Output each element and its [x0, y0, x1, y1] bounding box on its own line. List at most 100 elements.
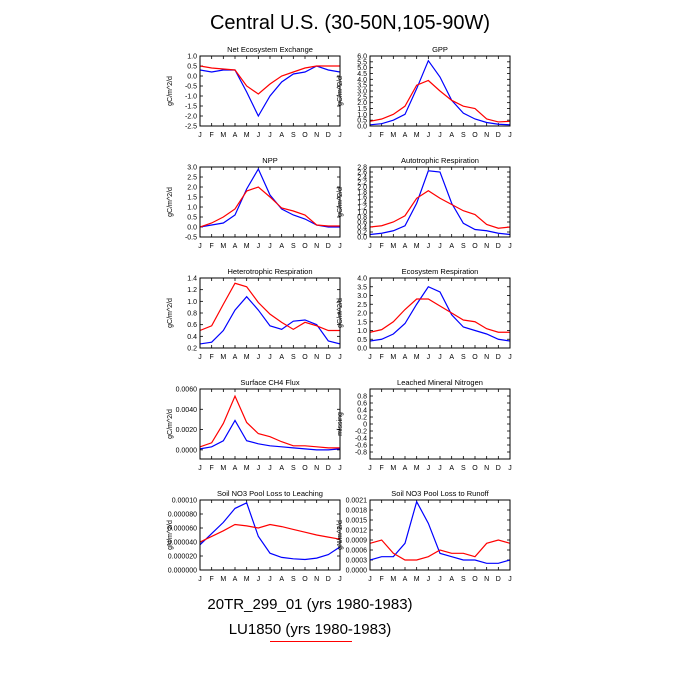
legend-run2-line [270, 641, 352, 642]
panel-gpp-ytick-label: 1.0 [357, 112, 367, 119]
panel-soil-no3-pool-loss-to-leaching-month-label: M [244, 576, 250, 583]
panel-leached-mineral-nitrogen-ytick-label: 0.4 [357, 408, 367, 415]
panel-leached-mineral-nitrogen-title: Leached Mineral Nitrogen [397, 378, 483, 387]
panel-autotrophic-respiration-month-label: M [414, 243, 420, 250]
panel-ecosystem-respiration-month-label: J [508, 354, 512, 361]
panel-soil-no3-pool-loss-to-leaching-month-label: D [326, 576, 331, 583]
panel-ecosystem-respiration-month-label: J [427, 354, 431, 361]
panel-heterotrophic-respiration-ytick-label: 0.8 [187, 311, 197, 318]
panel-soil-no3-pool-loss-to-leaching-month-label: J [338, 576, 342, 583]
panel-ecosystem-respiration-month-label: D [496, 354, 501, 361]
panel-ecosystem-respiration-month-label: M [390, 354, 396, 361]
panel-gpp-ytick-label: 0.0 [357, 124, 367, 131]
panel-surface-ch4-flux: Surface CH4 Flux 0.0060 0.0040 0.0020 0.0000… [167, 378, 342, 472]
panel-heterotrophic-respiration-ytick-label: 0.4 [187, 334, 197, 341]
panel-soil-no3-pool-loss-to-leaching-series-run1 [200, 501, 340, 561]
panel-leached-mineral-nitrogen-month-label: F [380, 465, 384, 472]
panel-net-ecosystem-exchange-month-label: D [326, 132, 331, 139]
panel-ecosystem-respiration: Ecosystem Respiration 0.0 0.5 1.0 1.52.0 2.5 3… [337, 267, 512, 361]
panel-leached-mineral-nitrogen-ytick-label: -0.6 [355, 443, 367, 450]
panel-autotrophic-respiration-ytick-label: 2.6 [357, 170, 367, 177]
panel-heterotrophic-respiration-month-label: J [198, 354, 202, 361]
panel-net-ecosystem-exchange-ytick-label: 0.5 [187, 64, 197, 71]
panel-gpp-ylabel: gC/m^2/d [337, 76, 344, 106]
panel-surface-ch4-flux-series-run1 [200, 419, 340, 451]
panel-ecosystem-respiration-ytick-label: 1.0 [357, 328, 367, 335]
panel-ecosystem-respiration-month-label: N [484, 354, 489, 361]
panel-net-ecosystem-exchange-month-label: J [198, 132, 202, 139]
panel-autotrophic-respiration-ytick-label: 2.2 [357, 180, 367, 187]
panel-heterotrophic-respiration-series-run1 [200, 295, 340, 345]
panel-surface-ch4-flux-month-label: J [257, 465, 261, 472]
panel-ecosystem-respiration-series-run1 [370, 285, 510, 342]
panel-npp-month-label: J [257, 243, 261, 250]
panel-npp-series-run2 [200, 186, 340, 228]
panel-ecosystem-respiration-month-label: M [414, 354, 420, 361]
panel-soil-no3-pool-loss-to-runoff-ytick-label: 0.0015 [346, 518, 368, 525]
panel-npp-ytick-label: 2.5 [187, 175, 197, 182]
panel-autotrophic-respiration-month-label: N [484, 243, 489, 250]
panel-autotrophic-respiration-ytick-label: 2.4 [357, 175, 367, 182]
panel-heterotrophic-respiration-ytick-label: 0.2 [187, 346, 197, 353]
panel-npp-month-label: N [314, 243, 319, 250]
panel-npp-ytick-label: 0.0 [187, 225, 197, 232]
panel-soil-no3-pool-loss-to-leaching-title: Soil NO3 Pool Loss to Leaching [217, 489, 323, 498]
panel-autotrophic-respiration: Autotrophic Respiration0.00.20.40.60.81.… [337, 156, 512, 250]
panel-leached-mineral-nitrogen-ytick-label: -0.2 [355, 429, 367, 436]
panel-gpp-frame [369, 55, 511, 127]
panel-gpp-ytick-label: 6.0 [357, 54, 367, 61]
panel-net-ecosystem-exchange-month-label: N [314, 132, 319, 139]
panel-gpp-month-label: J [508, 132, 512, 139]
panel-autotrophic-respiration-ytick-label: 0.2 [357, 230, 367, 237]
panel-net-ecosystem-exchange-ytick-label: -2.5 [185, 124, 197, 131]
panel-soil-no3-pool-loss-to-runoff-month-label: S [461, 576, 466, 583]
panel-surface-ch4-flux-month-label: O [302, 465, 308, 472]
panel-surface-ch4-flux-ytick-label: 0.0020 [176, 427, 198, 434]
panel-soil-no3-pool-loss-to-runoff-month-label: D [496, 576, 501, 583]
panel-leached-mineral-nitrogen-ytick-label: 0.2 [357, 415, 367, 422]
panel-soil-no3-pool-loss-to-runoff-title: Soil NO3 Pool Loss to Runoff [391, 489, 489, 498]
panel-autotrophic-respiration-month-label: A [403, 243, 408, 250]
panel-surface-ch4-flux-title: Surface CH4 Flux [240, 378, 299, 387]
panel-gpp-month-label: A [449, 132, 454, 139]
panel-soil-no3-pool-loss-to-runoff-month-label: J [427, 576, 431, 583]
panel-autotrophic-respiration-month-label: J [427, 243, 431, 250]
panel-gpp-month-label: A [403, 132, 408, 139]
panel-leached-mineral-nitrogen-month-label: A [449, 465, 454, 472]
panel-autotrophic-respiration-month-label: J [438, 243, 442, 250]
panel-net-ecosystem-exchange-frame [199, 55, 341, 127]
panel-surface-ch4-flux-month-label: J [338, 465, 342, 472]
panel-leached-mineral-nitrogen-month-label: J [368, 465, 372, 472]
panel-gpp-month-label: N [484, 132, 489, 139]
panel-gpp-month-label: O [472, 132, 478, 139]
panel-autotrophic-respiration-ytick-label: 2.8 [357, 165, 367, 172]
panel-ecosystem-respiration-month-label: F [380, 354, 384, 361]
panel-npp-title: NPP [262, 156, 277, 165]
panel-autotrophic-respiration-title: Autotrophic Respiration [401, 156, 479, 165]
panel-npp-ytick-label: 2.0 [187, 185, 197, 192]
panel-soil-no3-pool-loss-to-leaching-ylabel: gN/m^2/d [167, 520, 174, 550]
panel-leached-mineral-nitrogen-ytick-label: 0.8 [357, 394, 367, 401]
panel-soil-no3-pool-loss-to-leaching-month-label: J [198, 576, 202, 583]
panel-npp-ytick-label: 0.5 [187, 215, 197, 222]
panel-autotrophic-respiration-frame [369, 166, 511, 238]
panel-net-ecosystem-exchange-series-run2 [200, 65, 340, 95]
panel-heterotrophic-respiration-month-label: A [233, 354, 238, 361]
panel-soil-no3-pool-loss-to-runoff-month-label: J [508, 576, 512, 583]
panel-soil-no3-pool-loss-to-runoff-ytick-label: 0.0009 [346, 538, 368, 545]
panel-surface-ch4-flux-month-label: A [233, 465, 238, 472]
panel-soil-no3-pool-loss-to-leaching: Soil NO3 Pool Loss to Leaching 0.00010 0.0… [167, 489, 342, 583]
panel-gpp-month-label: M [414, 132, 420, 139]
panel-soil-no3-pool-loss-to-leaching-ytick-label: 0.000060 [168, 526, 197, 533]
panel-soil-no3-pool-loss-to-runoff-frame [369, 499, 511, 571]
panel-autotrophic-respiration-month-label: A [449, 243, 454, 250]
panel-soil-no3-pool-loss-to-runoff-month-label: A [449, 576, 454, 583]
panel-ecosystem-respiration-month-label: O [472, 354, 478, 361]
panel-surface-ch4-flux-ytick-label: 0.0060 [176, 387, 198, 394]
panel-gpp-month-label: J [368, 132, 372, 139]
panel-heterotrophic-respiration-month-label: J [268, 354, 272, 361]
panel-net-ecosystem-exchange: Net Ecosystem Exchange 1.0 0.5 0.0 -0.5 -1.0 -… [167, 45, 342, 139]
panel-leached-mineral-nitrogen-month-label: J [438, 465, 442, 472]
panel-net-ecosystem-exchange-month-label: M [244, 132, 250, 139]
panel-gpp-ytick-label: 5.0 [357, 65, 367, 72]
